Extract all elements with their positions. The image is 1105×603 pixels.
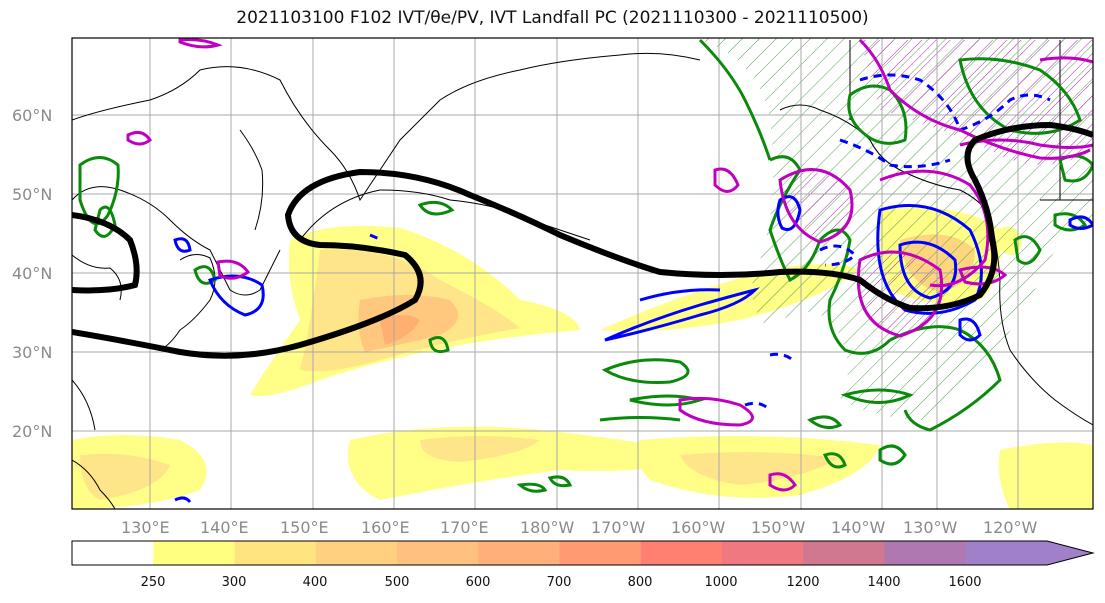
jet-contour bbox=[72, 121, 1093, 359]
colorbar-tick-500: 500 bbox=[384, 575, 410, 590]
map-title: 2021103100 F102 IVT/θe/PV, IVT Landfall … bbox=[236, 8, 869, 28]
lon-label-120w: 120°W bbox=[983, 518, 1038, 537]
lon-label-160w: 160°W bbox=[671, 518, 726, 537]
colorbar-swatch bbox=[397, 541, 479, 565]
colorbar-swatch bbox=[722, 541, 804, 565]
lat-label-40n: 40°N bbox=[12, 264, 53, 283]
lon-label-130e: 130°E bbox=[121, 518, 170, 537]
lon-label-170e: 170°E bbox=[440, 518, 489, 537]
colorbar-tick-1000: 1000 bbox=[704, 575, 738, 590]
colorbar-swatch bbox=[559, 541, 642, 565]
colorbar-tick-700: 700 bbox=[546, 575, 572, 590]
lon-label-150e: 150°E bbox=[280, 518, 329, 537]
lon-label-150w: 150°W bbox=[751, 518, 806, 537]
lon-label-160e: 160°E bbox=[361, 518, 410, 537]
lon-label-180w: 180°W bbox=[520, 518, 575, 537]
lat-label-20n: 20°N bbox=[12, 422, 53, 441]
colorbar-swatch bbox=[153, 541, 235, 565]
lat-label-50n: 50°N bbox=[12, 185, 53, 204]
map-frame bbox=[71, 37, 1094, 510]
theta-e-contours bbox=[78, 38, 1093, 493]
colorbar-swatch bbox=[884, 541, 967, 565]
colorbar-swatch bbox=[234, 541, 317, 565]
lat-label-30n: 30°N bbox=[12, 343, 53, 362]
colorbar-tick-800: 800 bbox=[627, 575, 653, 590]
colorbar bbox=[71, 540, 1095, 566]
colorbar-tick-1600: 1600 bbox=[948, 575, 982, 590]
lon-label-170w: 170°W bbox=[591, 518, 646, 537]
colorbar-tick-400: 400 bbox=[302, 575, 328, 590]
colorbar-swatch bbox=[640, 541, 723, 565]
lat-label-60n: 60°N bbox=[12, 106, 53, 125]
lon-label-140w: 140°W bbox=[831, 518, 886, 537]
colorbar-tick-1400: 1400 bbox=[867, 575, 901, 590]
colorbar-tick-600: 600 bbox=[465, 575, 491, 590]
colorbar-swatch bbox=[803, 541, 885, 565]
pv-positive-contours bbox=[126, 38, 1093, 492]
colorbar-tick-1200: 1200 bbox=[786, 575, 820, 590]
lon-label-130w: 130°W bbox=[903, 518, 958, 537]
colorbar-swatch bbox=[315, 541, 398, 565]
lon-label-140e: 140°E bbox=[200, 518, 249, 537]
colorbar-tick-300: 300 bbox=[221, 575, 247, 590]
colorbar-tick-250: 250 bbox=[140, 575, 166, 590]
colorbar-swatch bbox=[965, 541, 1093, 565]
colorbar-swatch bbox=[72, 541, 154, 565]
colorbar-swatch bbox=[478, 541, 560, 565]
